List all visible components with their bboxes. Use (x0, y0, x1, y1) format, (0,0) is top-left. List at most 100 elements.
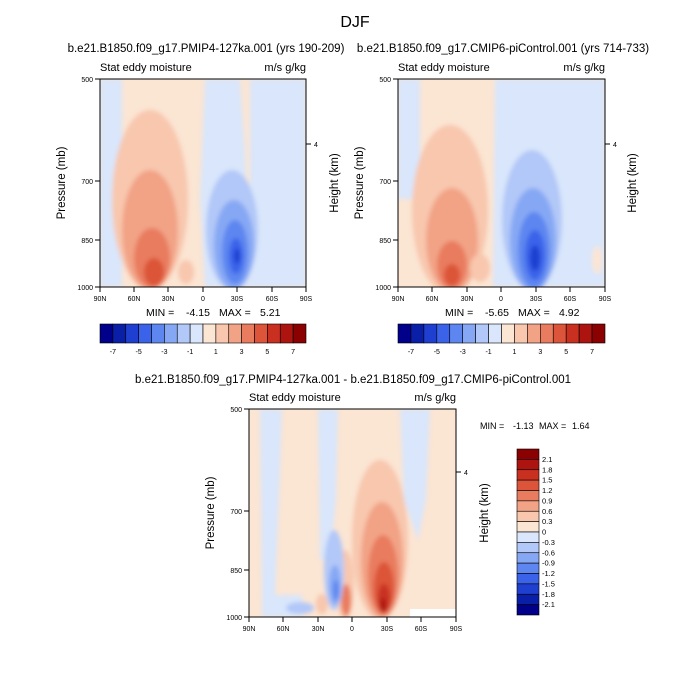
cbar-right-swatch (423, 323, 438, 344)
right-min-label: MIN = (445, 307, 473, 319)
diff-colorbar-label: 0.3 (542, 517, 552, 526)
right-x-tick-0: 0 (499, 296, 503, 303)
cbar-left-swatch (202, 323, 217, 344)
cbar-right-swatch (552, 323, 567, 344)
left-height-label: Height (km) (329, 153, 341, 213)
cbar-left-label: 5 (265, 349, 269, 356)
diff-contour-field (249, 409, 456, 617)
right-y-tick-850: 850 (379, 238, 391, 245)
left-contour-field (100, 79, 306, 287)
diff-x-tick-0: 0 (350, 626, 354, 633)
right-x-tick-90N: 90N (392, 296, 405, 303)
diff-colorbar-swatch (516, 583, 540, 595)
diff-max-label: MAX = (539, 421, 566, 431)
right-panel-title: b.e21.B1850.f09_g17.CMIP6-piControl.001 … (357, 43, 649, 55)
diff-subtitle: Stat eddy moisture (249, 392, 341, 404)
diff-colorbar-swatch (516, 448, 540, 460)
cbar-left-swatch (254, 323, 268, 344)
left-height-tick-4: 4 (314, 142, 318, 149)
diff-height-label: Height (km) (479, 483, 491, 543)
diff-colorbar-swatch (516, 552, 540, 564)
diff-colorbar-swatch (516, 490, 540, 502)
right-y-tick-700: 700 (379, 179, 391, 186)
diff-colorbar-label: 1.2 (542, 486, 552, 495)
diff-panel-title: b.e21.B1850.f09_g17.PMIP4-127ka.001 - b.… (135, 374, 571, 386)
cbar-right-swatch (436, 323, 451, 344)
cbar-right-swatch (578, 323, 593, 344)
figure-title: DJF (340, 14, 370, 31)
diff-colorbar-swatch (516, 542, 540, 554)
left-min-label: MIN = (146, 307, 174, 319)
diff-colorbar-label: -1.8 (542, 590, 555, 599)
cbar-left-swatch (241, 323, 255, 344)
cbar-right-swatch (410, 323, 425, 344)
cbar-right-swatch (591, 323, 606, 344)
left-y-tick-500: 500 (81, 77, 93, 84)
cbar-right-swatch (501, 323, 515, 344)
cbar-left-swatch (138, 323, 152, 344)
left-x-tick-60N: 60N (128, 296, 141, 303)
right-y-label: Pressure (mb) (354, 146, 366, 219)
diff-colorbar-swatch (516, 500, 540, 512)
left-colorbar: -7 -5 -3 -1 1 3 5 7 (99, 323, 307, 356)
left-x-tick-90S: 90S (300, 296, 313, 303)
diff-min-value: -1.13 (513, 421, 534, 431)
right-y-tick-1000: 1000 (375, 285, 391, 292)
left-min-value: -4.15 (186, 307, 210, 319)
diff-colorbar-label: -0.6 (542, 548, 555, 557)
right-height-label: Height (km) (627, 153, 639, 213)
diff-colorbar-label: 0.9 (542, 496, 552, 505)
diff-colorbar-swatch (516, 573, 540, 585)
diff-colorbar-label: -1.5 (542, 579, 555, 588)
cbar-right-swatch (449, 323, 463, 344)
left-subtitle: Stat eddy moisture (100, 62, 192, 74)
cbar-left-label: 1 (214, 349, 218, 356)
diff-colorbar: 2.11.81.51.20.90.60.30-0.3-0.6-0.9-1.2-1… (516, 448, 555, 616)
cbar-left-swatch (164, 323, 178, 344)
diff-max-value: 1.64 (572, 421, 590, 431)
cbar-right-swatch (462, 323, 476, 344)
diff-colorbar-label: 2.1 (542, 455, 552, 464)
cbar-right-label: 5 (564, 349, 568, 356)
right-x-tick-30N: 30N (461, 296, 474, 303)
left-x-tick-60S: 60S (266, 296, 279, 303)
cbar-left-label: -1 (187, 349, 193, 356)
cbar-right-label: 7 (590, 349, 594, 356)
diff-colorbar-label: 1.8 (542, 465, 552, 474)
cbar-left-swatch (189, 323, 204, 344)
left-y-tick-1000: 1000 (77, 285, 93, 292)
left-max-value: 5.21 (260, 307, 281, 319)
diff-colorbar-label: -0.3 (542, 538, 555, 547)
cbar-right-swatch (488, 323, 502, 344)
right-panel: Stat eddy moisture m/s g/kg (354, 62, 639, 356)
left-panel-title: b.e21.B1850.f09_g17.PMIP4-127ka.001 (yrs… (68, 43, 345, 55)
diff-x-tick-60S: 60S (415, 626, 428, 633)
diff-colorbar-label: 0 (542, 528, 546, 537)
left-max-label: MAX = (219, 307, 251, 319)
left-panel: Stat eddy moisture m/s g/kg (56, 62, 341, 356)
cbar-right-swatch (540, 323, 554, 344)
cbar-left-swatch (292, 323, 307, 344)
diff-x-tick-30S: 30S (381, 626, 394, 633)
diff-x-tick-90S: 90S (450, 626, 463, 633)
left-y-label: Pressure (mb) (56, 146, 68, 219)
right-max-label: MAX = (518, 307, 550, 319)
right-x-tick-60S: 60S (564, 296, 577, 303)
cbar-left-label: -3 (161, 349, 167, 356)
cbar-left-label: -7 (110, 349, 116, 356)
left-x-tick-90N: 90N (94, 296, 107, 303)
left-units: m/s g/kg (264, 62, 306, 74)
cbar-right-label: -3 (460, 349, 466, 356)
cbar-left-label: 3 (240, 349, 244, 356)
diff-y-label: Pressure (mb) (205, 476, 217, 549)
cbar-right-label: -5 (434, 349, 440, 356)
diff-colorbar-label: -0.9 (542, 559, 555, 568)
diff-colorbar-swatch (516, 469, 540, 481)
right-x-tick-30S: 30S (530, 296, 543, 303)
cbar-left-swatch (279, 323, 294, 344)
cbar-right-swatch (565, 323, 580, 344)
right-colorbar: -7 -5 -3 -1 1 3 5 7 (397, 323, 606, 356)
diff-colorbar-swatch (516, 510, 540, 522)
cbar-right-swatch (514, 323, 528, 344)
diff-y-tick-1000: 1000 (226, 615, 242, 622)
